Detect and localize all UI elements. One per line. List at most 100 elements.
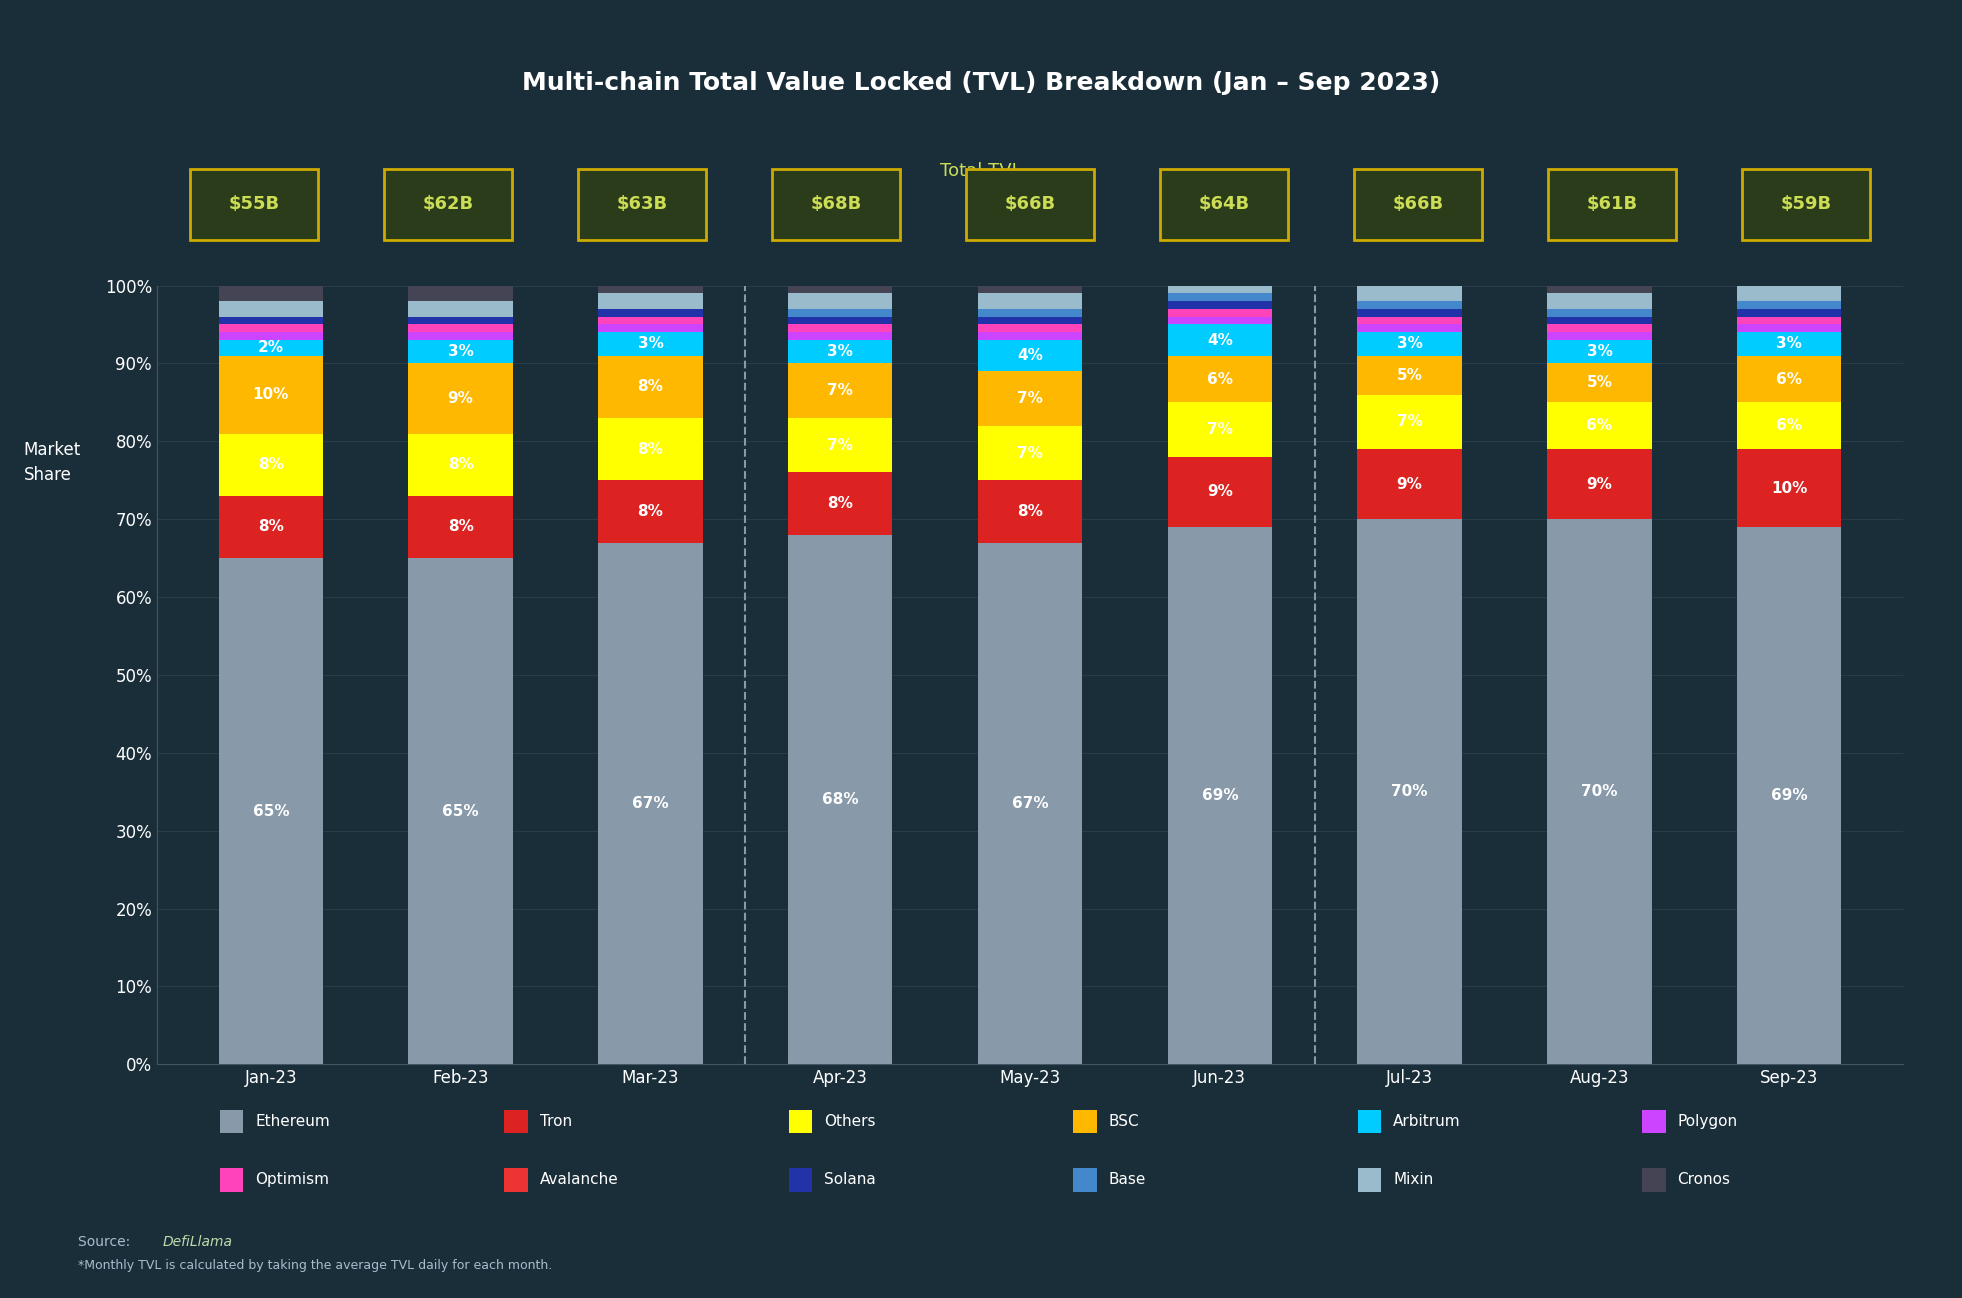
Text: Cronos: Cronos xyxy=(1678,1172,1730,1188)
Bar xyxy=(1736,449,1842,527)
Text: 3%: 3% xyxy=(1587,344,1613,360)
Bar xyxy=(598,324,702,332)
Bar xyxy=(1358,332,1462,356)
Bar xyxy=(977,480,1083,543)
Text: 9%: 9% xyxy=(1207,484,1232,500)
Bar xyxy=(1548,363,1652,402)
Text: 65%: 65% xyxy=(441,803,479,819)
Text: 7%: 7% xyxy=(1207,422,1232,437)
Bar xyxy=(1548,324,1652,332)
Bar xyxy=(218,317,324,324)
Bar xyxy=(218,324,324,332)
Bar xyxy=(408,558,512,1064)
Bar xyxy=(1358,301,1462,309)
Bar xyxy=(408,340,512,363)
Bar xyxy=(408,363,512,434)
Bar xyxy=(1548,402,1652,449)
Bar xyxy=(1736,317,1842,324)
Bar xyxy=(408,286,512,301)
Bar xyxy=(977,324,1083,332)
Text: 70%: 70% xyxy=(1581,784,1619,800)
Text: 70%: 70% xyxy=(1391,784,1428,800)
Bar xyxy=(977,426,1083,480)
Bar xyxy=(1548,293,1652,309)
Bar xyxy=(408,317,512,324)
Text: 7%: 7% xyxy=(828,437,853,453)
Bar xyxy=(1736,301,1842,309)
Bar xyxy=(598,543,702,1064)
Bar xyxy=(789,472,893,535)
Bar xyxy=(789,535,893,1064)
Text: Polygon: Polygon xyxy=(1678,1114,1738,1129)
Text: 7%: 7% xyxy=(1397,414,1422,430)
Bar xyxy=(1358,324,1462,332)
Text: 67%: 67% xyxy=(632,796,669,811)
Text: 8%: 8% xyxy=(1016,504,1044,519)
Text: 3%: 3% xyxy=(1397,336,1422,352)
Text: 6%: 6% xyxy=(1776,371,1803,387)
Bar xyxy=(1548,519,1652,1064)
Text: DefiLlama: DefiLlama xyxy=(163,1234,233,1249)
Bar xyxy=(1167,457,1271,527)
Text: 3%: 3% xyxy=(1776,336,1803,352)
Bar xyxy=(1167,293,1271,301)
Bar xyxy=(598,332,702,356)
Text: 8%: 8% xyxy=(257,519,284,535)
Text: 9%: 9% xyxy=(1587,476,1613,492)
Text: 8%: 8% xyxy=(638,441,663,457)
Text: 6%: 6% xyxy=(1776,418,1803,434)
Bar xyxy=(1736,309,1842,317)
Text: *Monthly TVL is calculated by taking the average TVL daily for each month.: *Monthly TVL is calculated by taking the… xyxy=(78,1259,553,1272)
Text: 65%: 65% xyxy=(253,803,288,819)
Text: 8%: 8% xyxy=(447,519,473,535)
Bar xyxy=(1548,340,1652,363)
Text: Tron: Tron xyxy=(540,1114,571,1129)
Bar xyxy=(1167,270,1271,278)
Bar xyxy=(1167,356,1271,402)
Text: 69%: 69% xyxy=(1201,788,1238,803)
Text: $63B: $63B xyxy=(616,196,667,213)
Text: $64B: $64B xyxy=(1199,196,1250,213)
Bar xyxy=(1167,402,1271,457)
Bar xyxy=(789,317,893,324)
Text: BSC: BSC xyxy=(1109,1114,1140,1129)
Bar xyxy=(218,434,324,496)
Bar xyxy=(1167,324,1271,356)
Text: Others: Others xyxy=(824,1114,875,1129)
Bar xyxy=(1736,332,1842,356)
Text: 7%: 7% xyxy=(828,383,853,398)
Bar xyxy=(1167,309,1271,317)
Text: Ethereum: Ethereum xyxy=(255,1114,330,1129)
Text: Base: Base xyxy=(1109,1172,1146,1188)
Bar xyxy=(218,340,324,356)
Text: 6%: 6% xyxy=(1207,371,1232,387)
Text: 68%: 68% xyxy=(822,792,859,807)
Bar xyxy=(789,286,893,293)
Bar xyxy=(1358,356,1462,395)
Bar xyxy=(408,324,512,332)
Text: 4%: 4% xyxy=(1207,332,1232,348)
Bar xyxy=(1358,309,1462,317)
Bar xyxy=(1358,519,1462,1064)
Text: 10%: 10% xyxy=(1772,480,1807,496)
Bar xyxy=(789,332,893,340)
Bar xyxy=(1167,278,1271,293)
Bar xyxy=(789,293,893,309)
Text: 4%: 4% xyxy=(1016,348,1044,363)
Text: 2%: 2% xyxy=(257,340,284,356)
Text: $59B: $59B xyxy=(1781,196,1833,213)
Bar xyxy=(977,371,1083,426)
Bar xyxy=(218,332,324,340)
Text: $61B: $61B xyxy=(1587,196,1638,213)
Bar xyxy=(1167,527,1271,1064)
Text: Source:: Source: xyxy=(78,1234,135,1249)
Bar xyxy=(977,332,1083,340)
Bar xyxy=(218,356,324,434)
Bar xyxy=(1548,449,1652,519)
Text: $55B: $55B xyxy=(228,196,279,213)
Bar xyxy=(977,293,1083,309)
Bar xyxy=(1736,286,1842,301)
Text: 5%: 5% xyxy=(1587,375,1613,391)
Bar xyxy=(598,309,702,317)
Bar xyxy=(1736,527,1842,1064)
